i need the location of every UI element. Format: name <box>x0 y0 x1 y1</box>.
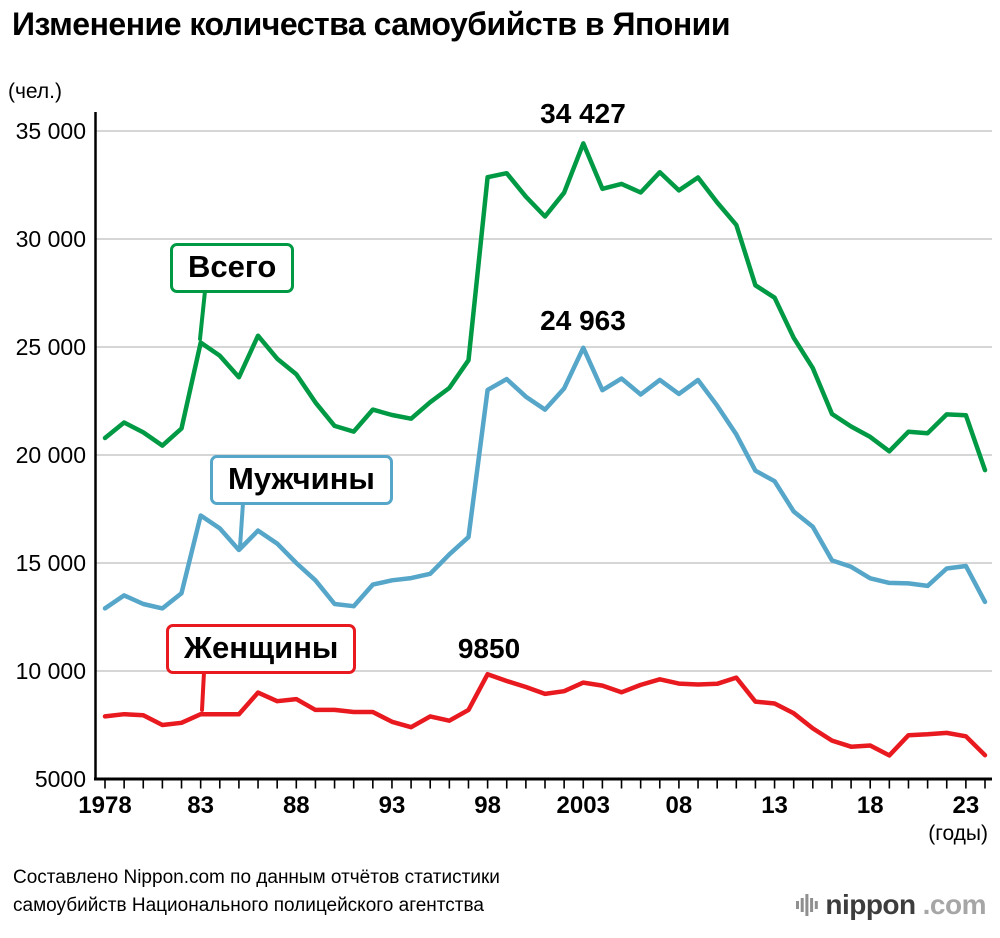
y-axis-label: 30 000 <box>15 226 86 252</box>
source-credit-line1: Составлено Nippon.com по данным отчётов … <box>13 867 500 888</box>
chart-title: Изменение количества самоубийств в Япони… <box>12 6 731 42</box>
y-axis-label: 15 000 <box>15 550 86 576</box>
x-axis-label: 23 <box>952 792 980 819</box>
x-axis-label: 83 <box>187 792 214 819</box>
y-axis-label: 20 000 <box>15 442 86 468</box>
series-label-men: Мужчины <box>210 455 393 505</box>
x-axis-label: 93 <box>378 792 406 819</box>
source-credit: Составлено Nippon.com по данным отчётов … <box>13 864 500 920</box>
y-axis-label: 25 000 <box>15 334 86 360</box>
x-axis-label: 1978 <box>78 792 132 819</box>
x-axis-label: 08 <box>665 792 693 819</box>
x-axis-label: 13 <box>761 792 788 819</box>
nippon-logo-tld: .com <box>922 889 987 920</box>
y-axis-label: 5000 <box>34 766 86 792</box>
peak-annotation-total: 34 427 <box>540 98 626 129</box>
source-credit-line2: самоубийств Национального полицейского а… <box>13 895 484 916</box>
peak-annotation-women: 9850 <box>457 633 521 664</box>
x-axis-label: 2003 <box>556 792 610 819</box>
nippon-logo-icon <box>796 891 819 919</box>
y-axis-label: 35 000 <box>15 118 86 144</box>
x-axis-unit-label: (годы) <box>928 822 988 845</box>
series-label-women: Женщины <box>166 624 357 674</box>
x-axis-label: 88 <box>282 792 310 819</box>
x-axis-label: 98 <box>474 792 501 819</box>
y-axis-label: 10 000 <box>15 658 86 684</box>
nippon-logo-name: nippon <box>825 889 916 920</box>
series-label-total: Всего <box>170 243 295 293</box>
y-axis-unit-label: (чел.) <box>8 80 62 103</box>
x-axis-label: 18 <box>856 792 884 819</box>
peak-annotation-men: 24 963 <box>540 305 626 336</box>
nippon-logo: nippon .com <box>796 889 987 921</box>
